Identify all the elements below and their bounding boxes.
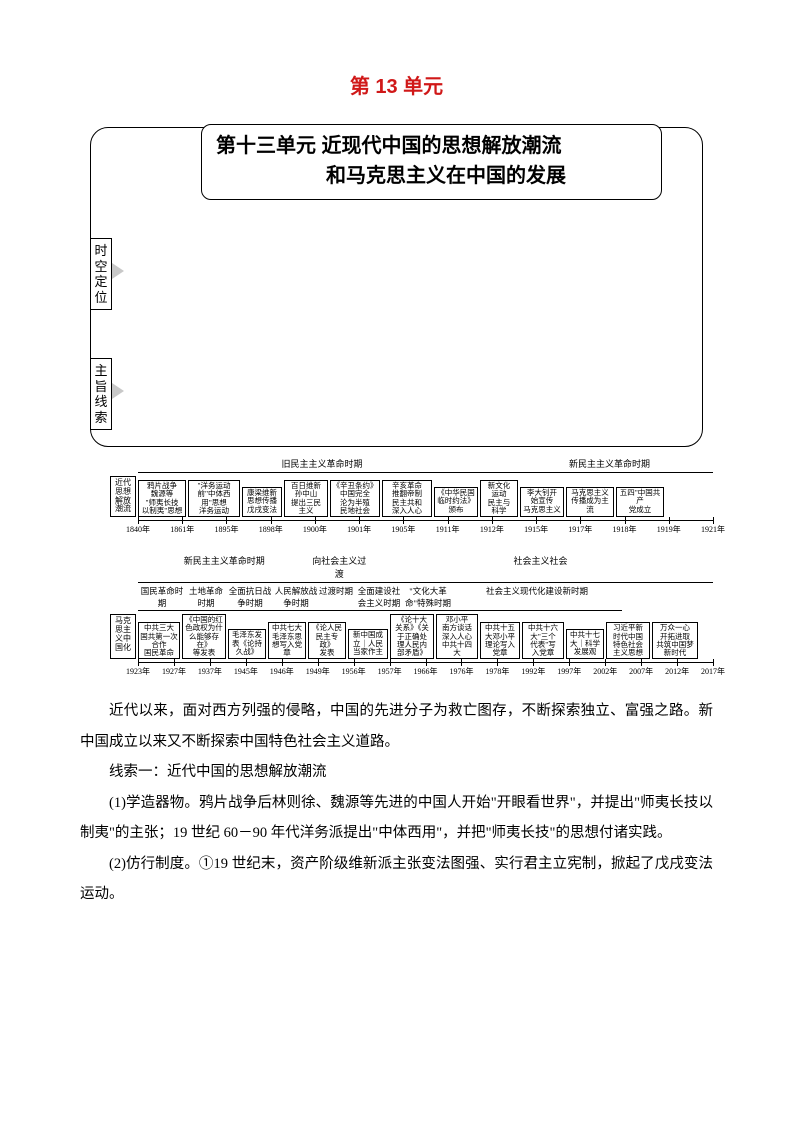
event-box: 中共十五大邓小平理论写入党章: [480, 622, 520, 659]
event-box: 马克思主义传播成为主流: [566, 487, 614, 517]
timeline1-row-label: 近代思想解放潮流: [110, 476, 136, 517]
year-label: 1861年: [170, 524, 194, 535]
body-text: 近代以来，面对西方列强的侵略，中国的先进分子为救亡图存，不断探索独立、富强之路。…: [80, 696, 713, 909]
event-box: 鸦片战争魏源等"师夷长技以制夷"思想: [138, 480, 186, 517]
year-label: 1992年: [521, 666, 545, 677]
side-label-char: 位: [91, 290, 111, 306]
event-box: 中共十六大"三个代表"写入党章: [522, 622, 564, 659]
year-label: 2012年: [665, 666, 689, 677]
period-label: 新民主主义革命时期: [506, 457, 713, 473]
timeline1-axis: 1840年1861年1895年1898年1900年1901年1905年1911年…: [138, 520, 713, 534]
event-box: 《中华民国临时约法》颁布: [434, 487, 478, 517]
period-label: 向社会主义过渡: [311, 554, 369, 583]
period-label: "文化大革命"特殊时期: [404, 585, 452, 611]
year-label: 1937年: [198, 666, 222, 677]
paragraph: 线索一：近代中国的思想解放潮流: [80, 757, 713, 787]
event-box: 中共十七大｜科学发展观: [566, 629, 604, 659]
year-label: 2002年: [593, 666, 617, 677]
event-box: "洋务运动前"中体西用"思想洋务运动: [188, 480, 240, 517]
event-box: 新文化运动民主与科学: [480, 480, 518, 517]
event-box: 毛泽东发表《论持久战》: [228, 629, 266, 659]
event-box: 新中国成立｜人民当家作主: [348, 629, 388, 659]
event-box: 辛亥革命推翻帝制民主共和深入人心: [382, 480, 432, 517]
event-box: 《论人民民主专政》发表: [308, 622, 346, 659]
year-label: 1917年: [568, 524, 592, 535]
year-label: 2017年: [701, 666, 725, 677]
year-label: 1966年: [414, 666, 438, 677]
paragraph: 近代以来，面对西方列强的侵略，中国的先进分子为救亡图存，不断探索独立、富强之路。…: [80, 696, 713, 757]
side-label-char: 主: [91, 363, 111, 379]
year-label: 1915年: [524, 524, 548, 535]
arrow-icon: [112, 263, 124, 279]
period-label: 新民主主义革命时期: [138, 554, 311, 583]
side-label-char: 定: [91, 274, 111, 290]
year-label: 1946年: [270, 666, 294, 677]
year-label: 1905年: [391, 524, 415, 535]
period-label: 全面抗日战争时期: [226, 585, 274, 611]
period-label: 旧民主主义革命时期: [138, 457, 506, 473]
paragraph: (1)学造器物。鸦片战争后林则徐、魏源等先进的中国人开始"开眼看世界"，并提出"…: [80, 788, 713, 849]
event-box: 李大钊开始宣传马克思主义: [520, 487, 564, 517]
event-box: 康梁维新思想传播戊戌变法: [242, 487, 282, 517]
paragraph: (2)仿行制度。①19 世纪末，资产阶级维新派主张变法图强、实行君主立宪制，掀起…: [80, 849, 713, 910]
period-label: 社会主义现代化建设新时期: [452, 585, 622, 611]
side-label-timespace: 时空定位: [90, 238, 112, 310]
period-label: 人民解放战争时期: [274, 585, 318, 611]
unit-title-line2: 和马克思主义在中国的发展: [216, 161, 647, 191]
unit-number: 第 13 单元: [80, 70, 713, 99]
year-label: 1923年: [126, 666, 150, 677]
year-label: 1918年: [613, 524, 637, 535]
timeline-2: 新民主主义革命时期向社会主义过渡社会主义社会 国民革命时期土地革命时期全面抗日战…: [110, 554, 713, 676]
arrow-icon: [112, 383, 124, 399]
side-label-char: 空: [91, 259, 111, 275]
event-box: 习近平新时代中国特色社会主义思想: [606, 622, 650, 659]
timeline2-row-label: 马克思主义中国化: [110, 614, 136, 659]
year-label: 1895年: [214, 524, 238, 535]
period-label: 土地革命时期: [186, 585, 226, 611]
event-box: 《论十大关系》《关于正确处理人民内部矛盾》: [390, 614, 434, 659]
event-box: 《中国的红色政权为什么能够存在》等发表: [182, 614, 226, 659]
event-box: 《辛丑条约》中国完全沦为半殖民地社会: [330, 480, 380, 517]
year-label: 1945年: [234, 666, 258, 677]
event-box: 万众一心开拓进取共筑中国梦新时代: [652, 622, 698, 659]
year-label: 1901年: [347, 524, 371, 535]
year-label: 1997年: [557, 666, 581, 677]
event-box: 中共七大毛泽东思想写入党章: [268, 622, 306, 659]
year-label: 1927年: [162, 666, 186, 677]
year-label: 1949年: [306, 666, 330, 677]
unit-frame: 第十三单元 近现代中国的思想解放潮流 和马克思主义在中国的发展 时空定位 主旨线…: [90, 127, 703, 447]
side-label-char: 时: [91, 243, 111, 259]
year-label: 1957年: [378, 666, 402, 677]
year-label: 2007年: [629, 666, 653, 677]
period-label: 过渡时期: [318, 585, 354, 611]
timeline-1: 旧民主主义革命时期新民主主义革命时期 近代思想解放潮流 鸦片战争魏源等"师夷长技…: [110, 457, 713, 534]
year-label: 1900年: [303, 524, 327, 535]
unit-title-line1: 第十三单元 近现代中国的思想解放潮流: [216, 131, 647, 161]
unit-title-box: 第十三单元 近现代中国的思想解放潮流 和马克思主义在中国的发展: [201, 124, 662, 200]
year-label: 1840年: [126, 524, 150, 535]
year-label: 1898年: [259, 524, 283, 535]
period-label: 全面建设社会主义时期: [354, 585, 404, 611]
event-box: 五四"中国共产党成立: [616, 487, 664, 517]
timeline-diagrams: 旧民主主义革命时期新民主主义革命时期 近代思想解放潮流 鸦片战争魏源等"师夷长技…: [110, 457, 713, 676]
period-label: 社会主义社会: [368, 554, 713, 583]
event-box: 邓小平南方谈话深入人心中共十四大: [436, 614, 478, 659]
side-label-char: 旨: [91, 379, 111, 395]
year-label: 1978年: [485, 666, 509, 677]
period-label: 国民革命时期: [138, 585, 186, 611]
year-label: 1956年: [342, 666, 366, 677]
year-label: 1911年: [436, 524, 460, 535]
side-label-char: 线: [91, 394, 111, 410]
event-box: 中共三大国共第一次合作国民革命: [138, 622, 180, 659]
year-label: 1976年: [449, 666, 473, 677]
year-label: 1919年: [657, 524, 681, 535]
year-label: 1912年: [480, 524, 504, 535]
event-box: 百日维新孙中山提出三民主义: [284, 480, 328, 517]
year-label: 1921年: [701, 524, 725, 535]
timeline2-axis: 1923年1927年1937年1945年1946年1949年1956年1957年…: [138, 662, 713, 676]
side-label-theme: 主旨线索: [90, 358, 112, 430]
side-label-char: 索: [91, 410, 111, 426]
